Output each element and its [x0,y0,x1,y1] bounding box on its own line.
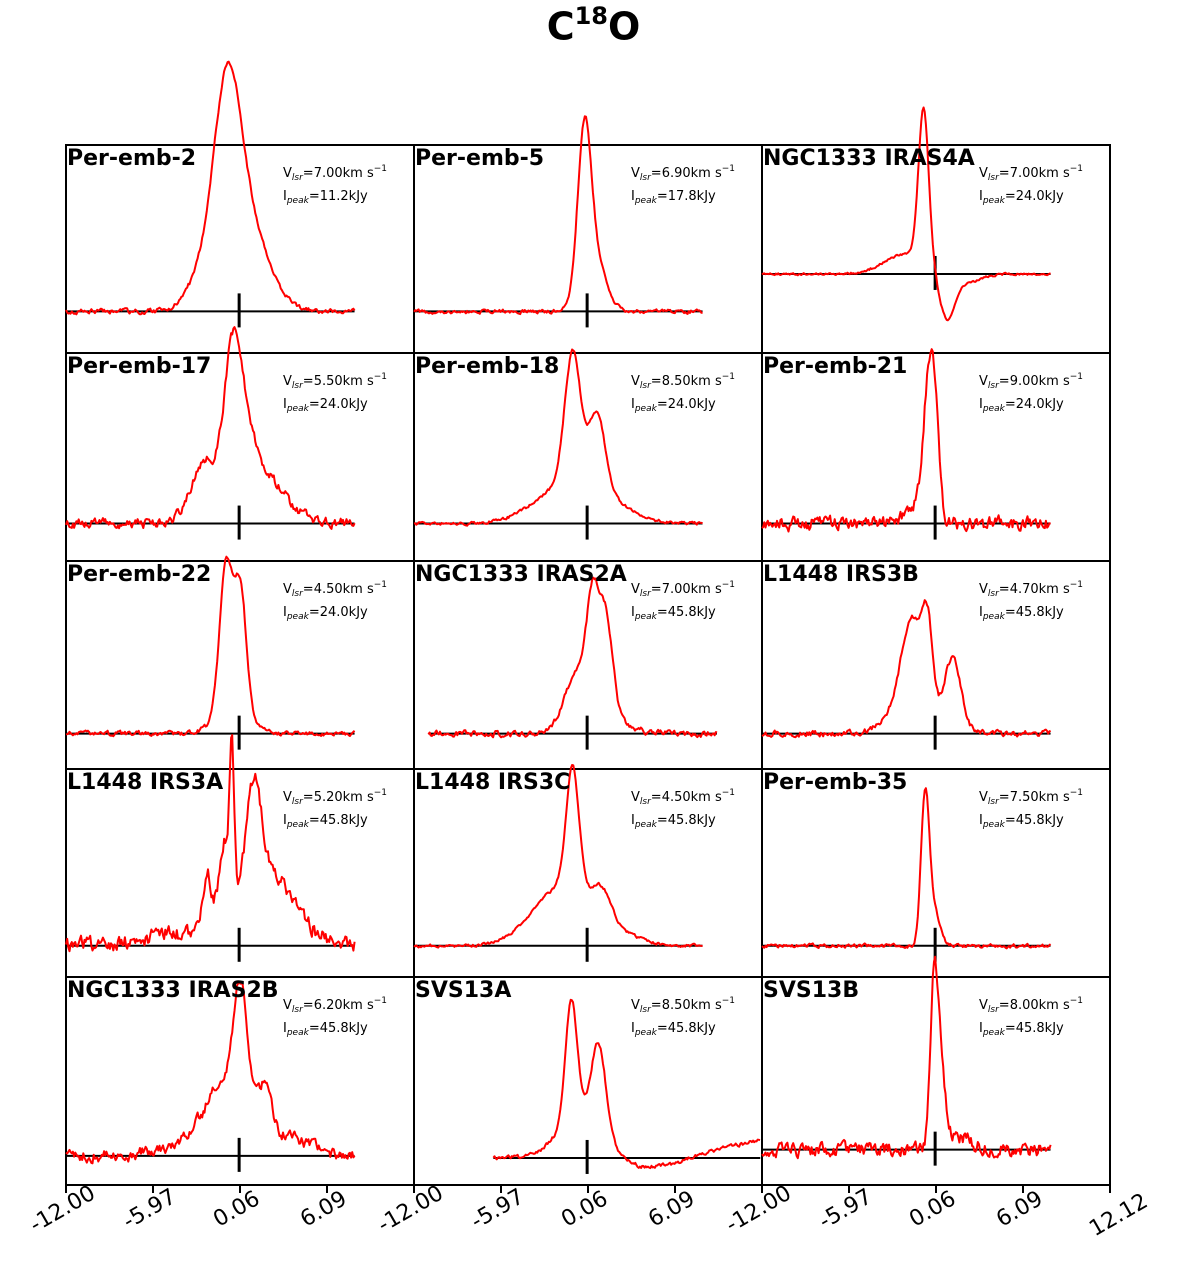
x-tick-label: -5.97 [467,1184,529,1234]
ipeak-label: Ipeak=45.8kJy [631,605,716,622]
spectrum-line [761,955,1052,1160]
vlsr-label: Vlsr=4.50km s−1 [631,788,735,807]
vlsr-label: Vlsr=7.00km s−1 [979,164,1083,183]
panel-9: L1448 IRS3A Vlsr=5.20km s−1 Ipeak=45.8kJy [65,734,415,978]
vlsr-label: Vlsr=5.50km s−1 [283,372,387,391]
panel-8: L1448 IRS3B Vlsr=4.70km s−1 Ipeak=45.8kJy [761,560,1111,770]
panel-13: SVS13A Vlsr=8.50km s−1 Ipeak=45.8kJy [413,976,763,1186]
panel-name: SVS13A [415,978,511,1003]
ipeak-label: Ipeak=24.0kJy [979,397,1064,414]
ipeak-label: Ipeak=45.8kJy [283,813,368,830]
spectrum-line [761,599,1052,739]
panel-5: Per-emb-21 Vlsr=9.00km s−1 Ipeak=24.0kJy [761,348,1111,562]
panel-name: Per-emb-17 [67,354,211,379]
chart-title-main: C [546,4,575,49]
chart-title: C18O [0,2,1187,49]
vlsr-label: Vlsr=8.50km s−1 [631,996,735,1015]
x-tick-label: 0.06 [557,1186,612,1232]
vlsr-label: Vlsr=9.00km s−1 [979,372,1083,391]
panel-name: NGC1333 IRAS2B [67,978,279,1003]
ipeak-label: Ipeak=24.0kJy [283,605,368,622]
spectrum-line [413,348,703,527]
ipeak-label: Ipeak=17.8kJy [631,189,716,206]
x-tick-label: -5.97 [119,1184,181,1234]
ipeak-label: Ipeak=45.8kJy [979,813,1064,830]
panel-name: SVS13B [763,978,859,1003]
spectrum-line [65,734,356,953]
panel-name: L1448 IRS3B [763,562,919,587]
x-tick-label: 6.09 [644,1186,699,1232]
vlsr-label: Vlsr=7.50km s−1 [979,788,1083,807]
panel-14: SVS13B Vlsr=8.00km s−1 Ipeak=45.8kJy [761,955,1111,1186]
spectrum-line [65,60,356,316]
vlsr-label: Vlsr=6.90km s−1 [631,164,735,183]
panel-0: Per-emb-2 Vlsr=7.00km s−1 Ipeak=11.2kJy [65,60,415,354]
panel-1: Per-emb-5 Vlsr=6.90km s−1 Ipeak=17.8kJy [413,115,763,354]
spectrum-line [761,106,1051,322]
panel-name: NGC1333 IRAS4A [763,146,975,171]
ipeak-label: Ipeak=45.8kJy [631,813,716,830]
x-tick-label: -12.00 [722,1181,796,1238]
ipeak-label: Ipeak=45.8kJy [283,1021,368,1038]
ipeak-label: Ipeak=24.0kJy [631,397,716,414]
x-tick-label: 0.06 [905,1186,960,1232]
vlsr-label: Vlsr=8.00km s−1 [979,996,1083,1015]
spectrum-line [65,326,356,530]
ipeak-label: Ipeak=45.8kJy [979,605,1064,622]
vlsr-label: Vlsr=7.00km s−1 [631,580,735,599]
panel-name: Per-emb-22 [67,562,211,587]
panel-name: Per-emb-5 [415,146,544,171]
chart-title-sup: 18 [574,2,608,30]
x-tick-label: -12.00 [26,1181,100,1238]
panel-name: L1448 IRS3C [415,770,570,795]
vlsr-label: Vlsr=8.50km s−1 [631,372,735,391]
spectrum-line [761,348,1051,533]
panel-name: Per-emb-21 [763,354,907,379]
spectrum-line [492,998,761,1170]
vlsr-label: Vlsr=5.20km s−1 [283,788,387,807]
x-tick-label: 6.09 [992,1186,1047,1232]
panel-10: L1448 IRS3C Vlsr=4.50km s−1 Ipeak=45.8kJy [413,764,763,978]
x-tick-label: 6.09 [296,1186,351,1232]
x-tick-label: 0.06 [209,1186,264,1232]
panel-name: L1448 IRS3A [67,770,223,795]
spectrum-line [761,787,1052,950]
panel-11: Per-emb-35 Vlsr=7.50km s−1 Ipeak=45.8kJy [761,768,1111,978]
vlsr-label: Vlsr=7.00km s−1 [283,164,387,183]
panel-6: Per-emb-22 Vlsr=4.50km s−1 Ipeak=24.0kJy [65,555,415,770]
ipeak-label: Ipeak=11.2kJy [283,189,368,206]
ipeak-label: Ipeak=24.0kJy [979,189,1064,206]
panel-3: Per-emb-17 Vlsr=5.50km s−1 Ipeak=24.0kJy [65,326,415,562]
ipeak-label: Ipeak=45.8kJy [979,1021,1064,1038]
x-tick-label: -12.00 [374,1181,448,1238]
spectrum-line [413,764,703,949]
vlsr-label: Vlsr=4.50km s−1 [283,580,387,599]
chart-title-tail: O [607,4,641,49]
x-tick-label: 12.12 [1085,1189,1152,1242]
spectrum-line [413,115,703,316]
panel-name: Per-emb-18 [415,354,559,379]
panel-4: Per-emb-18 Vlsr=8.50km s−1 Ipeak=24.0kJy [413,348,763,562]
ipeak-label: Ipeak=45.8kJy [631,1021,716,1038]
vlsr-label: Vlsr=6.20km s−1 [283,996,387,1015]
spectrum-line [427,576,718,739]
x-tick-label: -5.97 [815,1184,877,1234]
panel-name: Per-emb-2 [67,146,196,171]
ipeak-label: Ipeak=24.0kJy [283,397,368,414]
panel-name: Per-emb-35 [763,770,907,795]
spectrum-line [65,980,356,1165]
panel-name: NGC1333 IRAS2A [415,562,627,587]
spectrum-line [65,555,356,738]
vlsr-label: Vlsr=4.70km s−1 [979,580,1083,599]
